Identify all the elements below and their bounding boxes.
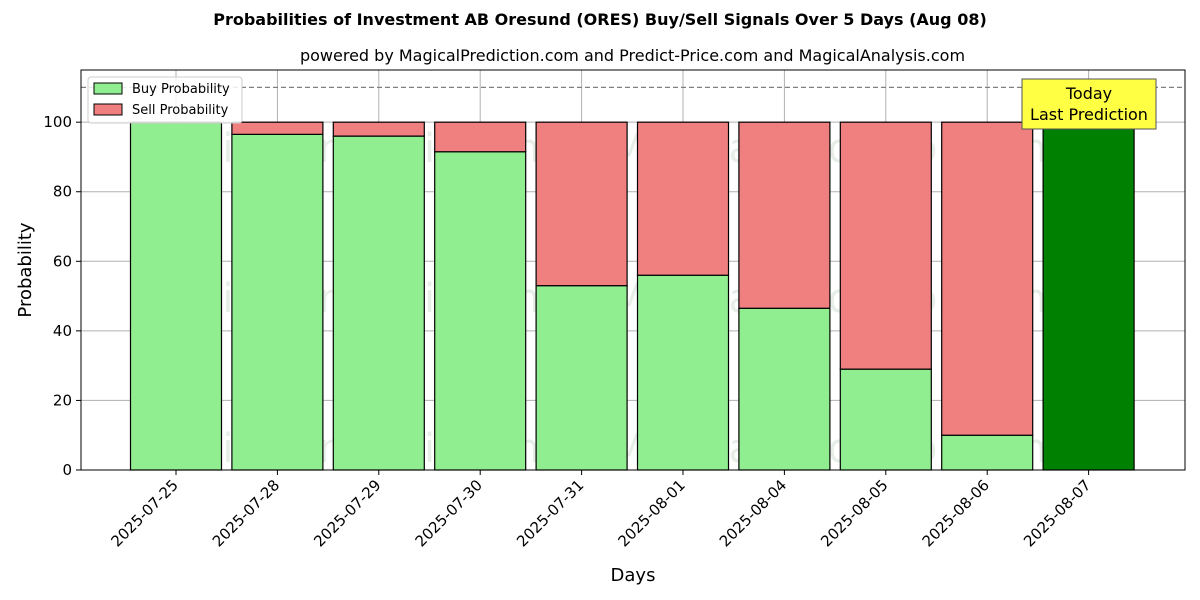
sell-bar-2025-07-30 <box>434 121 527 153</box>
sell-bar-2025-08-06 <box>941 121 1034 436</box>
x-tick-label: 2025-07-25 <box>107 476 181 550</box>
x-axis-ticks: 2025-07-25 2025-07-28 2025-07-29 2025-07-30… <box>107 470 1094 550</box>
chart-subtitle: powered by MagicalPrediction.com and Pre… <box>299 46 966 65</box>
x-tick-label: 2025-08-07 <box>1020 476 1094 550</box>
annotation-line: Last Prediction <box>1030 105 1148 124</box>
sell-bar-2025-08-01 <box>636 121 730 276</box>
y-tick-label: 80 <box>53 183 72 201</box>
x-tick-label: 2025-07-29 <box>310 476 384 550</box>
x-tick-label: 2025-07-28 <box>209 476 283 550</box>
sell-bar-2025-07-28 <box>231 121 324 135</box>
annotation-line: Today <box>1065 84 1112 103</box>
legend-label: Buy Probability <box>132 82 230 97</box>
y-axis-ticks: 0 20 40 60 80 100 <box>43 113 81 479</box>
sell-bar-2025-08-04 <box>738 121 831 309</box>
x-tick-label: 2025-08-01 <box>614 476 688 550</box>
y-tick-label: 0 <box>62 461 72 479</box>
today-annotation: Today Last Prediction <box>1021 78 1157 130</box>
x-axis-title: Days <box>611 565 656 586</box>
y-tick-label: 100 <box>43 113 72 131</box>
buy-bar-2025-08-04 <box>738 307 831 471</box>
legend-swatch <box>93 82 123 95</box>
x-tick-label: 2025-08-06 <box>919 476 993 550</box>
legend-swatch <box>93 103 123 116</box>
legend-label: Sell Probability <box>132 103 229 118</box>
y-tick-label: 40 <box>53 322 72 340</box>
legend: Buy Probability Sell Probability <box>87 76 243 124</box>
legend-box <box>87 76 243 124</box>
sell-bar-2025-07-31 <box>535 121 628 287</box>
buy-bar-2025-07-29 <box>332 135 425 471</box>
bars <box>129 121 1135 471</box>
sell-bar-2025-08-05 <box>839 121 932 370</box>
y-axis-title: Probability <box>15 222 36 317</box>
buy-bar-2025-08-06 <box>941 434 1034 471</box>
plot-frame <box>80 69 1186 471</box>
chart-title: Probabilities of Investment AB Oresund (… <box>213 10 987 29</box>
x-tick-label: 2025-08-05 <box>817 476 891 550</box>
buy-bar-2025-07-28 <box>231 133 324 471</box>
buy-bar-2025-08-01 <box>636 274 730 471</box>
buy-bar-2025-07-30 <box>434 151 527 471</box>
buy-bar-2025-08-05 <box>839 368 932 471</box>
buy-bar-2025-07-31 <box>535 285 628 471</box>
y-tick-label: 60 <box>53 252 72 270</box>
buy-bar-2025-08-07 <box>1042 121 1135 471</box>
sell-bar-2025-07-29 <box>332 121 425 137</box>
x-tick-label: 2025-08-04 <box>716 476 790 550</box>
x-tick-label: 2025-07-31 <box>513 476 587 550</box>
annotation-box <box>1021 78 1157 130</box>
y-tick-label: 20 <box>53 391 72 409</box>
x-tick-label: 2025-07-30 <box>412 476 486 550</box>
buy-bar-2025-07-25 <box>129 121 223 471</box>
